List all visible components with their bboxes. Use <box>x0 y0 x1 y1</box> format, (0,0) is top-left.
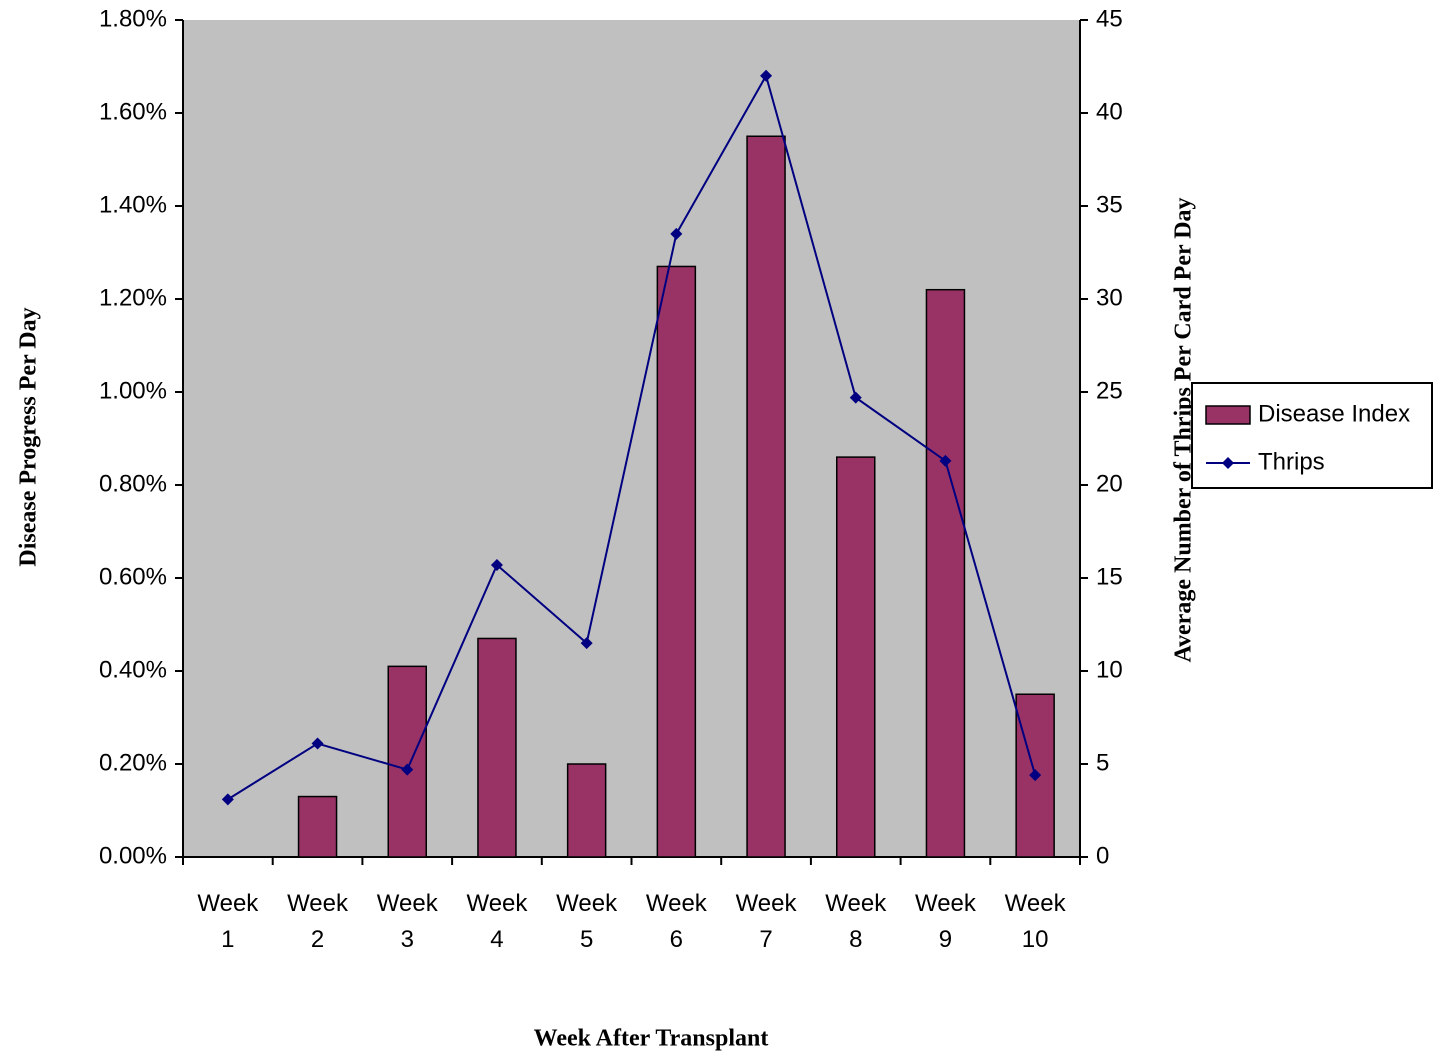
x-tick-label: Week 5 <box>556 890 618 953</box>
x-tick-label: Week 4 <box>466 890 528 953</box>
legend <box>1191 382 1433 489</box>
x-tick-label: Week 10 <box>1004 890 1066 953</box>
y2-tick-label: 30 <box>1096 284 1123 311</box>
line <box>227 73 1037 801</box>
y-tick-label: 1.40% <box>99 191 167 218</box>
y-tick-label: 1.20% <box>99 284 167 311</box>
y-tick-label: 0.20% <box>99 749 167 776</box>
bar <box>836 456 876 858</box>
y2-tick-label: 20 <box>1096 470 1123 497</box>
legend-label: Thrips <box>1258 448 1325 475</box>
y-tick-label: 0.00% <box>99 842 167 869</box>
marker <box>580 637 593 650</box>
marker <box>490 558 503 571</box>
marker <box>311 737 324 750</box>
y-tick-label: 0.60% <box>99 563 167 590</box>
legend-label: Disease Index <box>1258 400 1410 427</box>
y-tick-label: 0.40% <box>99 656 167 683</box>
y2-tick-label: 45 <box>1096 5 1123 32</box>
marker <box>760 69 773 82</box>
bar <box>297 795 338 858</box>
bar <box>477 637 517 858</box>
y-tick-label: 0.80% <box>99 470 167 497</box>
marker <box>1029 769 1042 782</box>
y2-tick-label: 15 <box>1096 563 1123 590</box>
y2-tick-label: 10 <box>1096 656 1123 683</box>
y-tick-label: 1.60% <box>99 98 167 125</box>
legend-marker <box>1222 457 1234 469</box>
x-tick-label: Week 8 <box>825 890 887 953</box>
y2-tick-label: 40 <box>1096 98 1123 125</box>
x-tick-label: Week 1 <box>197 890 259 953</box>
y2-tick-label: 0 <box>1096 842 1109 869</box>
y2-tick-label: 5 <box>1096 749 1109 776</box>
bar <box>925 288 966 858</box>
marker <box>221 793 234 806</box>
legend-swatch <box>1205 405 1251 425</box>
marker <box>401 763 414 776</box>
y-tick-label: 1.80% <box>99 5 167 32</box>
y2-tick-label: 25 <box>1096 377 1123 404</box>
x-tick-label: Week 6 <box>645 890 707 953</box>
x-tick-label: Week 7 <box>735 890 797 953</box>
x-tick-label: Week 9 <box>914 890 976 953</box>
marker <box>849 391 862 404</box>
marker <box>670 227 683 240</box>
y2-tick-label: 35 <box>1096 191 1123 218</box>
bar <box>387 665 427 858</box>
bar <box>746 135 786 858</box>
marker <box>939 454 952 467</box>
x-tick-label: Week 2 <box>287 890 348 953</box>
bar <box>566 763 607 858</box>
x-tick-label: Week 3 <box>376 890 438 953</box>
x-axis-title: Week After Transplant <box>534 1026 769 1052</box>
y-axis-title: Disease Progress Per Day <box>16 307 42 566</box>
bar <box>656 265 697 858</box>
y-tick-label: 1.00% <box>99 377 167 404</box>
